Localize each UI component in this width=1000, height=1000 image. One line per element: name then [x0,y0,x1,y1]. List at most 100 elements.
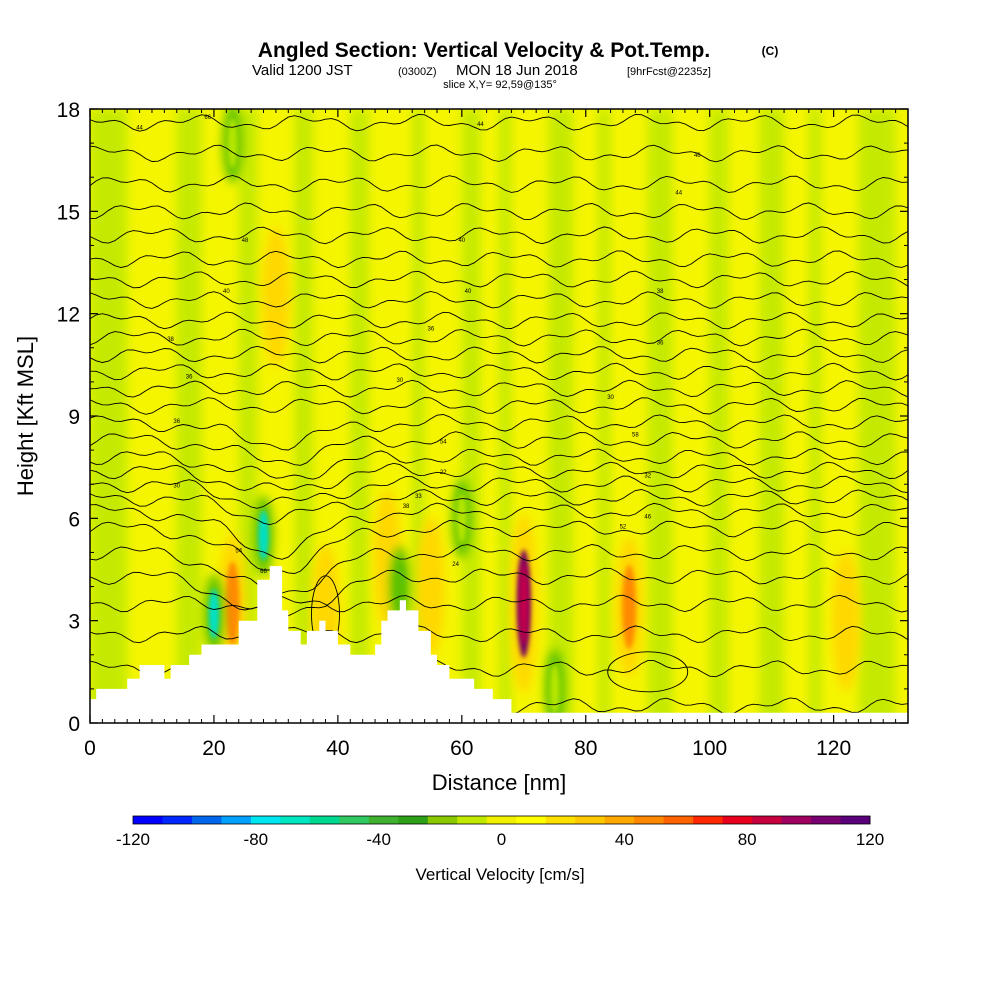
theta-contour [90,489,908,526]
y-tick-label: 3 [68,611,80,634]
theta-contour [90,519,908,574]
downdraft-core [456,493,467,544]
theta-contours [90,113,908,715]
theta-contour [90,113,908,132]
valid-prefix: Valid 1200 JST [252,62,353,79]
contour-label: 54 [440,439,447,445]
contour-label: 54 [235,548,242,554]
x-tick-label: 120 [816,737,851,760]
colorbar-swatch [309,816,340,824]
downdraft-core [549,663,560,714]
forecast-info: [9hrFcst@2235z] [627,66,711,78]
colorbar-tick-label: 120 [856,830,884,849]
colorbar-tick-label: 40 [615,830,634,849]
theta-contour [90,144,908,163]
velocity-field [203,109,861,723]
colorbar-swatch [604,816,635,824]
contour-label: 38 [167,337,174,343]
colorbar-swatch [545,816,576,824]
colorbar-swatch [752,816,783,824]
plot-area: 44 66 44 44 46 48 40 40 40 38 38 36 36 36 30 30 36 54 58 30… [90,109,908,723]
colorbar-swatch [811,816,842,824]
field-band [294,109,314,723]
y-tick-label: 0 [68,713,80,736]
colorbar-tick-label: -40 [366,830,391,849]
y-tick-label: 9 [68,406,80,429]
colorbar-tick-label: 0 [497,830,506,849]
contour-labels: 44 66 44 44 46 48 40 40 40 38 38 36 36 36 30 30 36 54 58 30… [136,115,701,575]
y-tick-label: 15 [57,201,80,224]
colorbar-ticks: -120 -80 -40 0 40 80 120 [116,830,884,849]
theta-contour [90,345,908,364]
downdraft-core [394,561,405,612]
slice-info: slice X,Y= 92,59@135° [443,79,557,91]
theta-contour [90,250,908,269]
valid-date: MON 18 Jun 2018 [456,62,578,79]
theta-contour [90,362,908,381]
theta-contour [90,226,908,245]
updraft-core [839,578,854,663]
colorbar-swatch [368,816,399,824]
colorbar-frame [132,815,871,825]
theta-contour [90,291,908,309]
contour-label: 24 [452,562,459,568]
contour-label: 44 [477,122,484,128]
x-axis-label: Distance [nm] [432,770,567,795]
updraft-core [268,254,283,339]
contour-label: 40 [458,238,465,244]
contour-label: 30 [397,378,404,384]
field-band [808,109,822,723]
theta-contour [90,202,908,221]
field-band [598,109,611,723]
colorbar-swatch [398,816,429,824]
colorbar [132,815,871,825]
contour-label: 66 [204,115,211,121]
theta-contour-closed [607,651,689,693]
field-band [176,109,202,723]
theta-contour [90,543,908,595]
theta-contour [90,311,908,330]
x-tick-label: 60 [450,737,473,760]
theta-contour [90,567,908,617]
updraft-peak [519,563,528,645]
y-tick-label: 18 [57,99,80,122]
terrain [90,566,908,723]
contour-label: 36 [173,419,180,425]
theta-contour [90,414,908,451]
copyright-mark: (C) [762,44,779,58]
theta-contour [90,431,908,466]
theta-contour [90,447,908,480]
contour-label: 58 [632,432,639,438]
contour-label: 36 [427,327,434,333]
updraft-core [225,561,240,646]
colorbar-swatch [250,816,281,824]
field-band [350,109,369,723]
contour-label: 38 [403,504,410,510]
x-tick-label: 40 [326,737,349,760]
x-tick-label: 0 [84,737,96,760]
colorbar-swatch [663,816,694,824]
colorbar-swatch [280,816,311,824]
theta-contour [90,502,908,560]
theta-contour [90,625,908,644]
contour-label: 32 [644,473,651,479]
field-band [499,109,512,723]
contour-label: 36 [186,374,193,380]
field-band [461,109,481,723]
contour-label: 33 [415,494,422,500]
colorbar-swatch [133,816,163,824]
valid-line: Valid 1200 JST (0300Z) MON 18 Jun 2018 [… [252,62,711,79]
colorbar-swatch [781,816,812,824]
y-tick-label: 6 [68,508,80,531]
colorbar-tick-label: -80 [244,830,269,849]
colorbar-swatch [840,816,871,824]
colorbar-tick-label: 80 [738,830,757,849]
contour-label: 52 [620,525,627,531]
chart-title: Angled Section: Vertical Velocity & Pot.… [258,39,710,62]
y-tick-label: 12 [57,304,80,327]
contour-label: 44 [675,190,682,196]
field-band [647,109,673,723]
x-tick-label: 80 [574,737,597,760]
contour-label: 38 [657,289,664,295]
